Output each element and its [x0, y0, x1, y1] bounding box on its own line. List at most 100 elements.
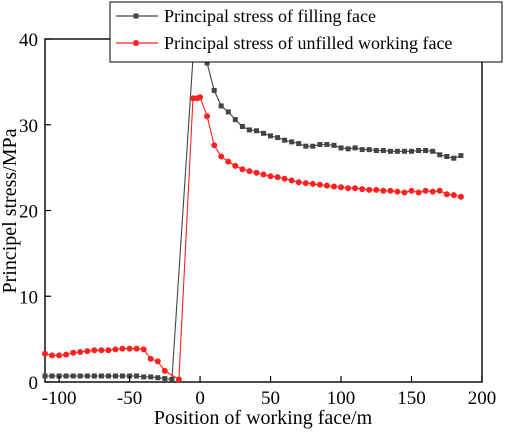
series-1-point	[140, 346, 147, 353]
series-1-point	[253, 169, 260, 176]
series-1-point	[352, 185, 359, 192]
legend-marker-filling	[133, 13, 139, 19]
x-axis-title: Position of working face/m	[154, 407, 373, 429]
series-0-point	[246, 127, 252, 133]
series-0-point	[359, 147, 365, 153]
series-0-point	[239, 124, 245, 129]
series-0-point	[352, 145, 358, 151]
legend-box	[109, 1, 503, 63]
series-1-point	[401, 189, 408, 196]
series-line-0	[45, 51, 462, 381]
series-0-point	[331, 142, 337, 148]
series-1-point	[295, 179, 302, 186]
series-0-point	[402, 148, 407, 154]
series-0-point	[345, 146, 351, 152]
series-1-point	[316, 181, 323, 188]
series-1-point	[84, 348, 91, 355]
x-tick-label: 50	[261, 388, 280, 409]
series-0-point	[105, 373, 111, 379]
y-tick-label: 30	[19, 116, 38, 137]
series-0-point	[437, 152, 443, 158]
x-tick-label: 0	[195, 388, 205, 409]
series-1-point	[366, 186, 373, 193]
series-0-point	[394, 148, 400, 154]
series-0-point	[98, 373, 104, 379]
series-1-point	[373, 186, 380, 193]
series-1-point	[204, 113, 211, 120]
series-1-point	[211, 142, 218, 149]
plot-frame	[44, 38, 483, 383]
series-1-point	[190, 95, 196, 102]
series-1-point	[422, 187, 429, 194]
x-tick-label: -50	[117, 388, 142, 409]
y-axis-title: Principel stress/MPa	[0, 128, 21, 293]
series-0-point	[380, 148, 386, 153]
series-1-point	[239, 166, 246, 173]
series-0-point	[430, 148, 436, 154]
series-1-point	[331, 183, 337, 190]
series-0-point	[77, 373, 83, 379]
series-1-point	[91, 347, 98, 354]
series-0-point	[155, 375, 161, 381]
series-1-point	[112, 346, 119, 353]
series-0-point	[113, 373, 118, 379]
series-1-point	[197, 94, 204, 101]
series-1-point	[42, 350, 48, 357]
series-1-point	[359, 186, 366, 193]
series-0-point	[141, 374, 147, 380]
series-0-point	[282, 137, 288, 143]
legend: Principal stress of filling face Princip…	[109, 1, 503, 63]
series-0-point	[42, 373, 48, 379]
series-0-point	[84, 373, 90, 379]
x-tick-label: 200	[468, 388, 497, 409]
series-1-point	[387, 187, 394, 194]
series-0-point	[49, 373, 55, 379]
series-0-point	[338, 145, 344, 151]
series-0-point	[303, 143, 309, 149]
series-1-point	[154, 358, 161, 365]
series-1-point	[436, 187, 443, 194]
y-tick-label: 20	[19, 202, 38, 223]
y-tick-label: 10	[19, 287, 38, 308]
series-0-point	[387, 148, 393, 154]
series-1-point	[105, 347, 112, 354]
series-0-point	[317, 142, 323, 147]
legend-marker-unfilled	[133, 40, 139, 46]
series-1-point	[457, 193, 464, 200]
series-0-point	[261, 130, 266, 136]
series-1-point	[267, 173, 274, 180]
series-1-point	[429, 188, 436, 195]
series-0-point	[451, 155, 457, 161]
series-1-point	[302, 180, 309, 187]
series-0-point	[416, 148, 422, 153]
series-0-point	[409, 148, 414, 154]
series-0-point	[254, 128, 259, 134]
series-0-point	[296, 141, 302, 147]
series-1-point	[232, 162, 239, 169]
series-1-point	[119, 345, 126, 352]
series-0-point	[289, 139, 295, 145]
x-tick-label: 150	[397, 388, 426, 409]
series-1-point	[77, 349, 84, 355]
series-1-point	[443, 191, 450, 198]
series-1-point	[225, 158, 232, 165]
series-1-point	[246, 168, 253, 175]
series-0-point	[148, 374, 154, 380]
series-1-point	[98, 347, 105, 354]
series-1-point	[345, 185, 352, 192]
series-0-point	[162, 376, 168, 382]
series-0-point	[444, 154, 450, 159]
series-0-point	[373, 148, 379, 153]
series-0-point	[218, 103, 224, 109]
series-0-point	[458, 153, 464, 159]
legend-label-filling: Principal stress of filling face	[164, 6, 376, 26]
series-layer	[42, 49, 464, 383]
series-1-point	[274, 174, 281, 181]
ticks-layer: -100 -50 0 50 100 150 200 0 10 20 30 40	[19, 30, 496, 409]
y-tick-label: 0	[29, 373, 39, 394]
x-tick-label: -100	[42, 388, 77, 409]
series-1-point	[147, 355, 154, 362]
series-0-point	[91, 373, 97, 379]
legend-label-unfilled: Principal stress of unfilled working fac…	[164, 33, 452, 53]
